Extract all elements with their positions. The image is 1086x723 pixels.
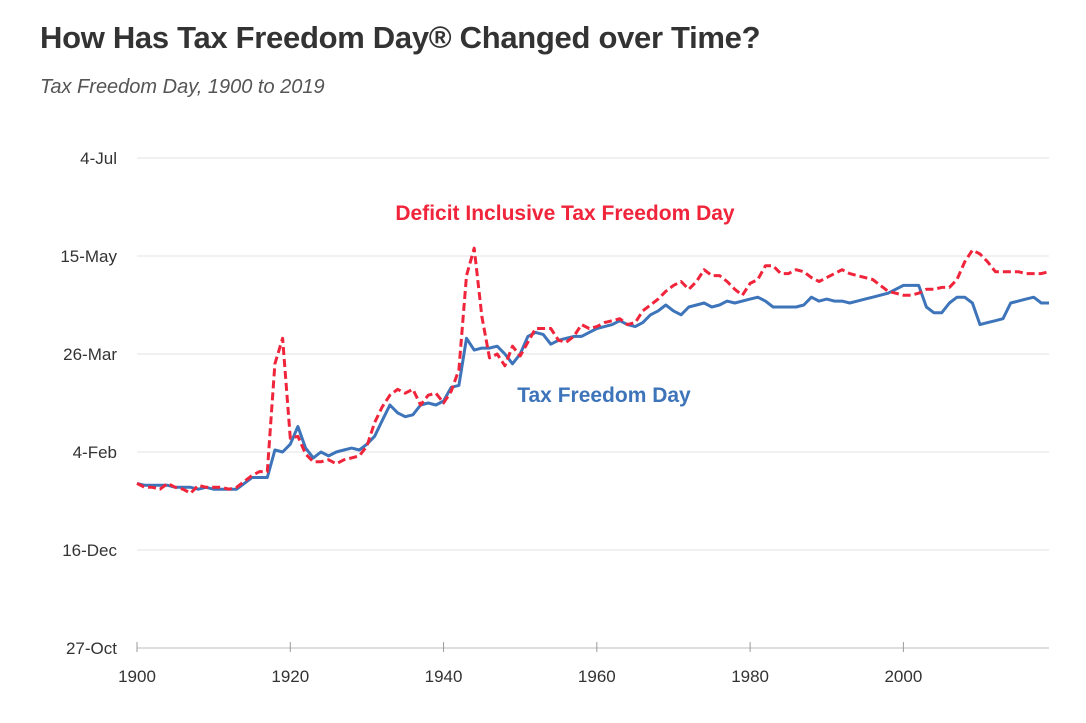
deficit-inclusive-series-label: Deficit Inclusive Tax Freedom Day [395, 202, 735, 225]
x-tick-label: 1940 [425, 667, 463, 686]
series-lines [136, 246, 1050, 495]
chart-subtitle: Tax Freedom Day, 1900 to 2019 [40, 76, 325, 98]
x-tick-label: 1920 [271, 667, 309, 686]
y-tick-label: 26-Mar [63, 345, 117, 364]
y-tick-label: 4-Feb [73, 443, 117, 462]
x-tick-label: 2000 [884, 667, 922, 686]
gridlines [137, 157, 1049, 649]
y-tick-label: 16-Dec [62, 541, 117, 560]
y-tick-label: 4-Jul [80, 149, 117, 168]
series-line-tax-freedom-day [136, 283, 1049, 491]
y-tick-label: 15-May [60, 247, 117, 266]
series-line-deficit-inclusive [136, 246, 1050, 495]
series-labels: Deficit Inclusive Tax Freedom Day Tax Fr… [395, 202, 735, 407]
x-tick-label: 1900 [118, 667, 156, 686]
y-axis: 27-Oct 16-Dec 4-Feb 26-Mar 15-May 4-Jul [60, 149, 117, 658]
x-tick-label: 1980 [731, 667, 769, 686]
x-tick-label: 1960 [578, 667, 616, 686]
tax-freedom-day-series-label: Tax Freedom Day [517, 384, 691, 407]
y-tick-label: 27-Oct [66, 639, 117, 658]
x-axis: 1900 1920 1940 1960 1980 2000 [118, 642, 922, 686]
chart-title: How Has Tax Freedom Day® Changed over Ti… [40, 20, 761, 55]
